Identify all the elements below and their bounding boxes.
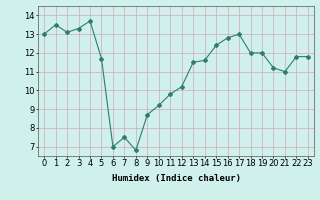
X-axis label: Humidex (Indice chaleur): Humidex (Indice chaleur) [111,174,241,183]
